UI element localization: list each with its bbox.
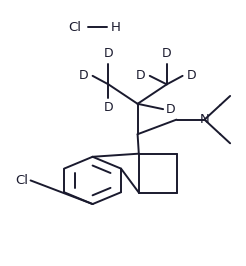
Text: D: D: [187, 69, 197, 82]
Text: D: D: [136, 69, 145, 82]
Text: D: D: [166, 103, 175, 116]
Text: N: N: [200, 113, 209, 126]
Text: H: H: [111, 21, 121, 34]
Text: D: D: [78, 69, 88, 82]
Text: D: D: [104, 47, 113, 60]
Text: D: D: [104, 101, 113, 114]
Text: Cl: Cl: [15, 174, 28, 187]
Text: D: D: [162, 47, 172, 60]
Text: Cl: Cl: [68, 21, 81, 34]
